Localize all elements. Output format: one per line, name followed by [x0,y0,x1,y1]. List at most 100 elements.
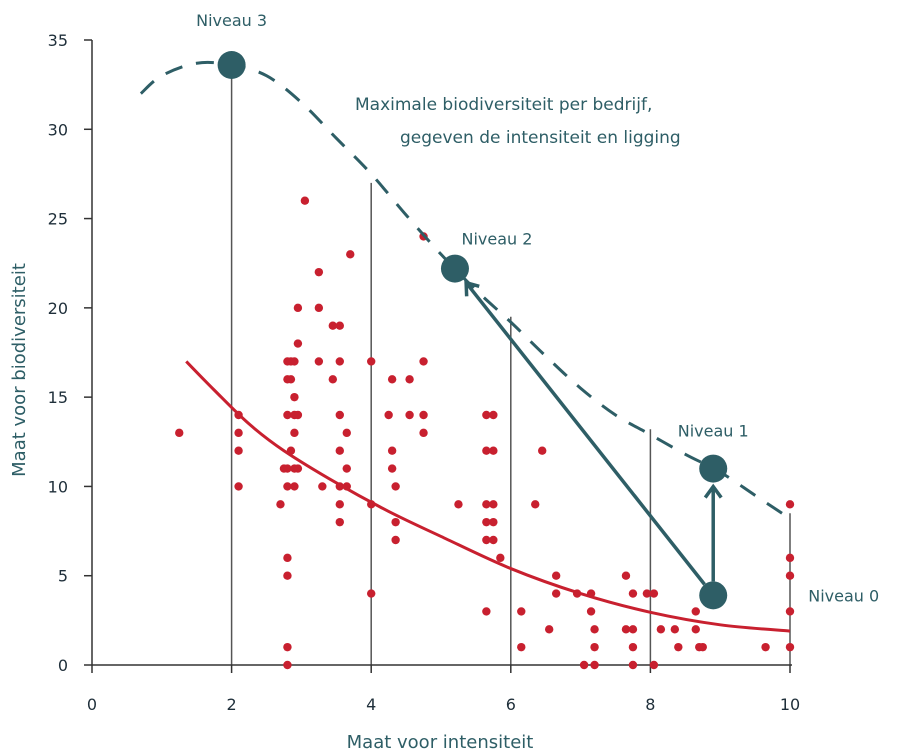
data-point [761,642,770,652]
x-tick-label-4: 4 [366,695,376,714]
data-point [335,410,344,420]
data-point [290,392,299,402]
data-point [517,607,526,616]
y-tick-label-15: 15 [48,388,68,407]
level-marker-1 [699,454,728,483]
data-point [175,428,184,438]
vertical-reference-lines [230,65,791,665]
data-point [649,589,659,598]
data-point [531,500,540,509]
data-point [283,660,292,670]
data-point [335,321,344,330]
data-point [642,589,652,598]
arrow-line-1 [464,281,706,586]
data-point [419,410,428,420]
level-label-0: Niveau 0 [808,586,879,605]
y-tick-label-5: 5 [58,567,68,586]
data-point [482,607,491,616]
data-point [290,428,299,438]
data-point [314,357,324,366]
data-point [544,625,554,634]
arrow-head-1 [464,280,480,297]
data-point [335,446,344,455]
data-point [335,357,344,366]
data-point [387,375,397,384]
data-point [621,625,631,634]
data-point [384,410,393,420]
data-point [628,589,638,598]
y-tick-label-10: 10 [48,477,68,496]
data-point [391,517,400,527]
data-point [293,303,303,313]
data-point [649,660,659,670]
data-point [286,375,296,384]
data-point [283,482,292,491]
data-point [590,625,599,634]
data-point [628,660,638,670]
data-point [590,642,599,652]
y-tick-label-25: 25 [48,210,68,229]
data-point [391,482,400,491]
trend-curve [185,360,791,633]
annotation-line-2: gegeven de intensiteit en ligging [400,128,681,148]
x-tick-label-6: 6 [506,695,516,714]
y-axis-title: Maat voor biodiversiteit [9,263,30,477]
data-point [234,446,243,455]
annotation-line-1: Maximale biodiversiteit per bedrijf, [355,95,652,115]
data-point [489,410,498,420]
data-point [496,553,505,563]
y-tick-label-0: 0 [58,656,68,675]
data-point [482,517,491,527]
data-point [628,625,638,634]
data-point [785,500,795,509]
level-label-1: Niveau 1 [678,422,749,441]
y-tick-label-35: 35 [48,31,68,50]
level-marker-0 [699,581,728,610]
data-point [489,500,498,509]
data-point [482,446,491,455]
data-point [489,517,498,527]
data-point [538,446,547,455]
data-point [346,250,355,259]
data-point [367,357,376,366]
data-point [283,642,292,652]
data-point [290,357,299,366]
data-point [367,589,376,598]
y-tick-label-30: 30 [48,120,68,139]
data-point [391,535,400,545]
data-point [342,464,351,473]
data-point [234,482,243,491]
data-point [314,303,324,313]
data-point [482,535,491,545]
data-point [674,642,683,652]
data-point [517,642,526,652]
data-point [283,571,292,580]
data-point [335,500,344,509]
level-label-3: Niveau 3 [196,11,267,30]
x-tick-label-2: 2 [227,695,237,714]
data-point [283,464,292,473]
x-tick-label-8: 8 [645,695,655,714]
improvement-arrows [464,280,723,586]
data-point [785,571,795,580]
x-axis-title: Maat voor intensiteit [347,732,534,753]
data-point [489,535,498,545]
level-markers: Niveau 0 Niveau 1 Niveau 2 Niveau 3 [196,11,879,610]
data-point [318,482,327,491]
data-point [328,375,338,384]
data-point [482,500,491,509]
data-point [785,553,795,563]
x-tick-label-10: 10 [780,695,800,714]
data-point [419,428,428,438]
data-point [293,464,303,473]
data-point [335,517,344,527]
x-tick-label-0: 0 [87,695,97,714]
data-point [590,660,599,670]
data-point [314,267,324,277]
data-point [785,607,795,616]
data-point [293,410,303,420]
y-tick-label-20: 20 [48,299,68,318]
data-point [290,482,299,491]
level-marker-2 [440,254,469,283]
